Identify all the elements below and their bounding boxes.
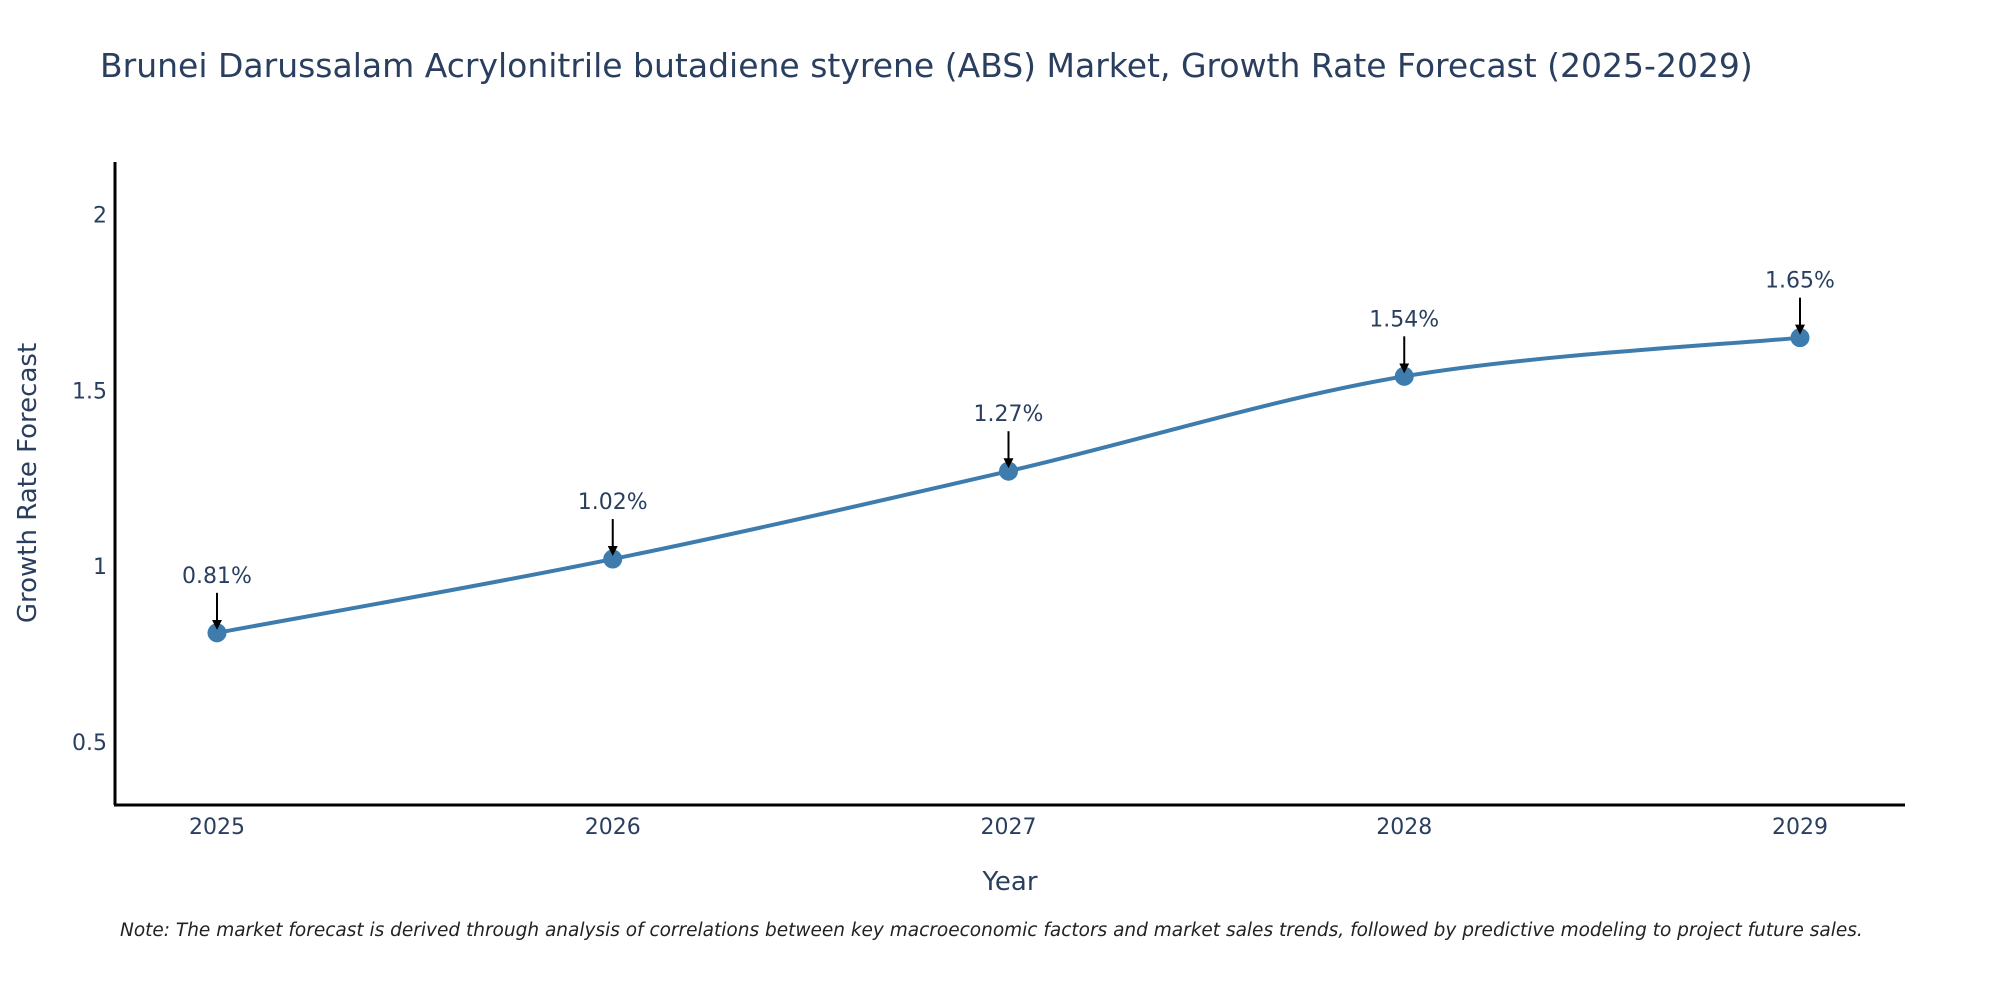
data-label: 1.27%: [974, 402, 1044, 427]
data-label: 1.54%: [1369, 307, 1439, 332]
data-point: [207, 623, 227, 643]
y-tick-label: 2: [93, 204, 107, 229]
series-line: [216, 335, 1801, 635]
y-tick-label: 0.5: [72, 731, 107, 756]
y-tick-label: 1.5: [72, 379, 107, 404]
x-tick-label: 2029: [1772, 815, 1828, 840]
x-axis-title: Year: [981, 867, 1037, 897]
chart-note: Note: The market forecast is derived thr…: [120, 920, 1863, 941]
data-point: [1790, 328, 1810, 348]
x-tick-group: 2025 2026 2027 2028 2029: [189, 815, 1828, 840]
marker-group: [207, 328, 1810, 643]
y-axis-title: Growth Rate Forecast: [13, 343, 43, 623]
y-tick-label: 1: [93, 555, 107, 580]
annotation-group: 0.81% 1.02% 1.27% 1.54% 1.65%: [182, 269, 1835, 630]
x-tick-label: 2026: [585, 815, 641, 840]
y-tick-group: 0.5 1 1.5 2: [72, 204, 107, 756]
x-tick-label: 2028: [1376, 815, 1432, 840]
data-label: 1.65%: [1765, 269, 1835, 294]
data-label: 1.02%: [578, 490, 648, 515]
data-point: [1394, 366, 1414, 386]
x-tick-label: 2025: [189, 815, 245, 840]
x-tick-label: 2027: [981, 815, 1037, 840]
chart-title: Brunei Darussalam Acrylonitrile butadien…: [100, 46, 1753, 85]
data-point: [999, 461, 1018, 481]
data-point: [603, 549, 623, 569]
axes-layer: [113, 162, 1905, 807]
series-group: [216, 335, 1801, 635]
data-label: 0.81%: [182, 564, 252, 589]
